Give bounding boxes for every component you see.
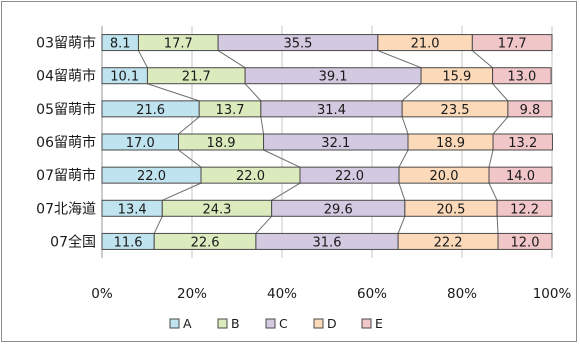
data-label: 31.6 <box>313 235 342 250</box>
series-line <box>398 149 409 168</box>
data-label: 15.9 <box>442 70 471 85</box>
data-label: 22.0 <box>236 169 265 184</box>
data-label: 17.0 <box>126 136 155 151</box>
category-axis: 03留萌市 04留萌市 05留萌市 06留萌市 07留萌市 07北海道 07全国 <box>36 35 96 251</box>
data-label: 14.0 <box>506 169 535 184</box>
legend-label-a: A <box>183 316 192 331</box>
data-label: 22.2 <box>434 235 463 250</box>
data-label: 13.2 <box>508 136 537 151</box>
legend-label-e: E <box>375 316 383 331</box>
series-line <box>138 50 148 68</box>
data-label: 31.4 <box>317 103 346 118</box>
legend-swatch-d <box>313 318 324 329</box>
data-label: 12.0 <box>511 235 540 250</box>
series-line <box>255 215 273 234</box>
data-label: 13.7 <box>216 103 245 118</box>
x-tick-label: 40% <box>267 286 297 302</box>
series-line <box>398 182 406 201</box>
series-line <box>472 50 493 69</box>
x-tick-label: 100% <box>533 286 572 302</box>
data-label: 18.9 <box>207 136 236 151</box>
series-line <box>178 116 200 135</box>
data-label: 11.6 <box>114 235 143 250</box>
series-line <box>162 182 202 201</box>
data-label: 12.2 <box>510 202 539 217</box>
legend-swatch-b <box>217 318 228 329</box>
series-line <box>492 83 509 102</box>
bar-segment-e <box>471 34 553 52</box>
legend-swatch-c <box>265 318 276 329</box>
chart-container: 8.1 17.7 35.5 21.0 17.7 10.1 21.7 39.1 15.9 13.0 2… <box>1 1 577 342</box>
bar-segment-e <box>507 100 553 118</box>
data-label: 20.0 <box>430 169 459 184</box>
series-line <box>488 149 494 168</box>
data-label: 8.1 <box>110 37 131 52</box>
series-line <box>178 149 202 168</box>
data-label: 13.0 <box>507 70 536 85</box>
legend: A B C D E <box>169 316 383 331</box>
series-line <box>488 182 498 201</box>
bar-segment-e <box>492 67 552 85</box>
series-line <box>217 50 246 69</box>
series-lines <box>138 50 509 234</box>
bar-segment-e <box>496 199 553 217</box>
series-line <box>492 116 509 135</box>
data-label: 18.9 <box>436 136 465 151</box>
category-label: 07北海道 <box>36 201 96 217</box>
category-label: 06留萌市 <box>36 134 96 151</box>
legend-label-d: D <box>327 316 337 331</box>
data-label: 10.1 <box>110 70 139 85</box>
data-label: 21.0 <box>411 37 440 52</box>
data-label: 24.3 <box>202 202 231 217</box>
x-tick-label: 60% <box>357 286 387 302</box>
x-tick-label: 20% <box>177 286 207 302</box>
x-tick-label: 80% <box>447 286 477 302</box>
series-line <box>260 116 265 135</box>
data-label: 21.6 <box>136 103 165 118</box>
category-label: 04留萌市 <box>36 68 96 85</box>
series-line <box>397 216 406 234</box>
stacked-bar-chart: 8.1 17.7 35.5 21.0 17.7 10.1 21.7 39.1 15.9 13.0 2… <box>36 26 571 331</box>
data-label: 39.1 <box>319 70 348 85</box>
data-label: 9.8 <box>520 103 541 118</box>
series-line <box>496 216 499 234</box>
series-line <box>244 83 262 102</box>
legend-label-c: C <box>279 316 288 331</box>
legend-swatch-e <box>361 318 372 329</box>
legend-label-b: B <box>231 316 240 331</box>
data-label: 13.4 <box>118 202 147 217</box>
series-line <box>147 83 200 102</box>
data-label: 22.6 <box>191 235 220 250</box>
value-axis: 0% 20% 40% 60% 80% 100% <box>91 286 571 302</box>
legend-swatch-a <box>169 318 180 329</box>
data-label: 22.0 <box>335 169 364 184</box>
bar-segment-e <box>492 133 553 151</box>
data-label: 29.6 <box>324 202 353 217</box>
data-label: 23.5 <box>441 103 470 118</box>
bars <box>101 34 553 250</box>
series-line <box>263 149 301 168</box>
series-line <box>377 50 422 69</box>
category-label: 03留萌市 <box>36 35 96 52</box>
series-line <box>401 83 422 102</box>
data-label: 22.0 <box>137 169 166 184</box>
series-line <box>153 216 163 234</box>
data-label: 32.1 <box>321 136 350 151</box>
category-label: 05留萌市 <box>36 101 96 118</box>
category-label: 07留萌市 <box>36 167 96 184</box>
data-labels: 8.1 17.7 35.5 21.0 17.7 10.1 21.7 39.1 15.9 13.0 2… <box>110 37 540 251</box>
data-label: 17.7 <box>498 37 527 52</box>
bar-segment-e <box>488 166 553 184</box>
bar-segment-e <box>497 232 553 250</box>
data-label: 20.5 <box>436 202 465 217</box>
data-label: 35.5 <box>283 37 312 52</box>
series-line <box>271 182 301 201</box>
series-line <box>401 116 409 135</box>
data-label: 21.7 <box>182 70 211 85</box>
x-tick-label: 0% <box>91 286 113 302</box>
data-label: 17.7 <box>164 37 193 52</box>
category-label: 07全国 <box>50 233 96 250</box>
